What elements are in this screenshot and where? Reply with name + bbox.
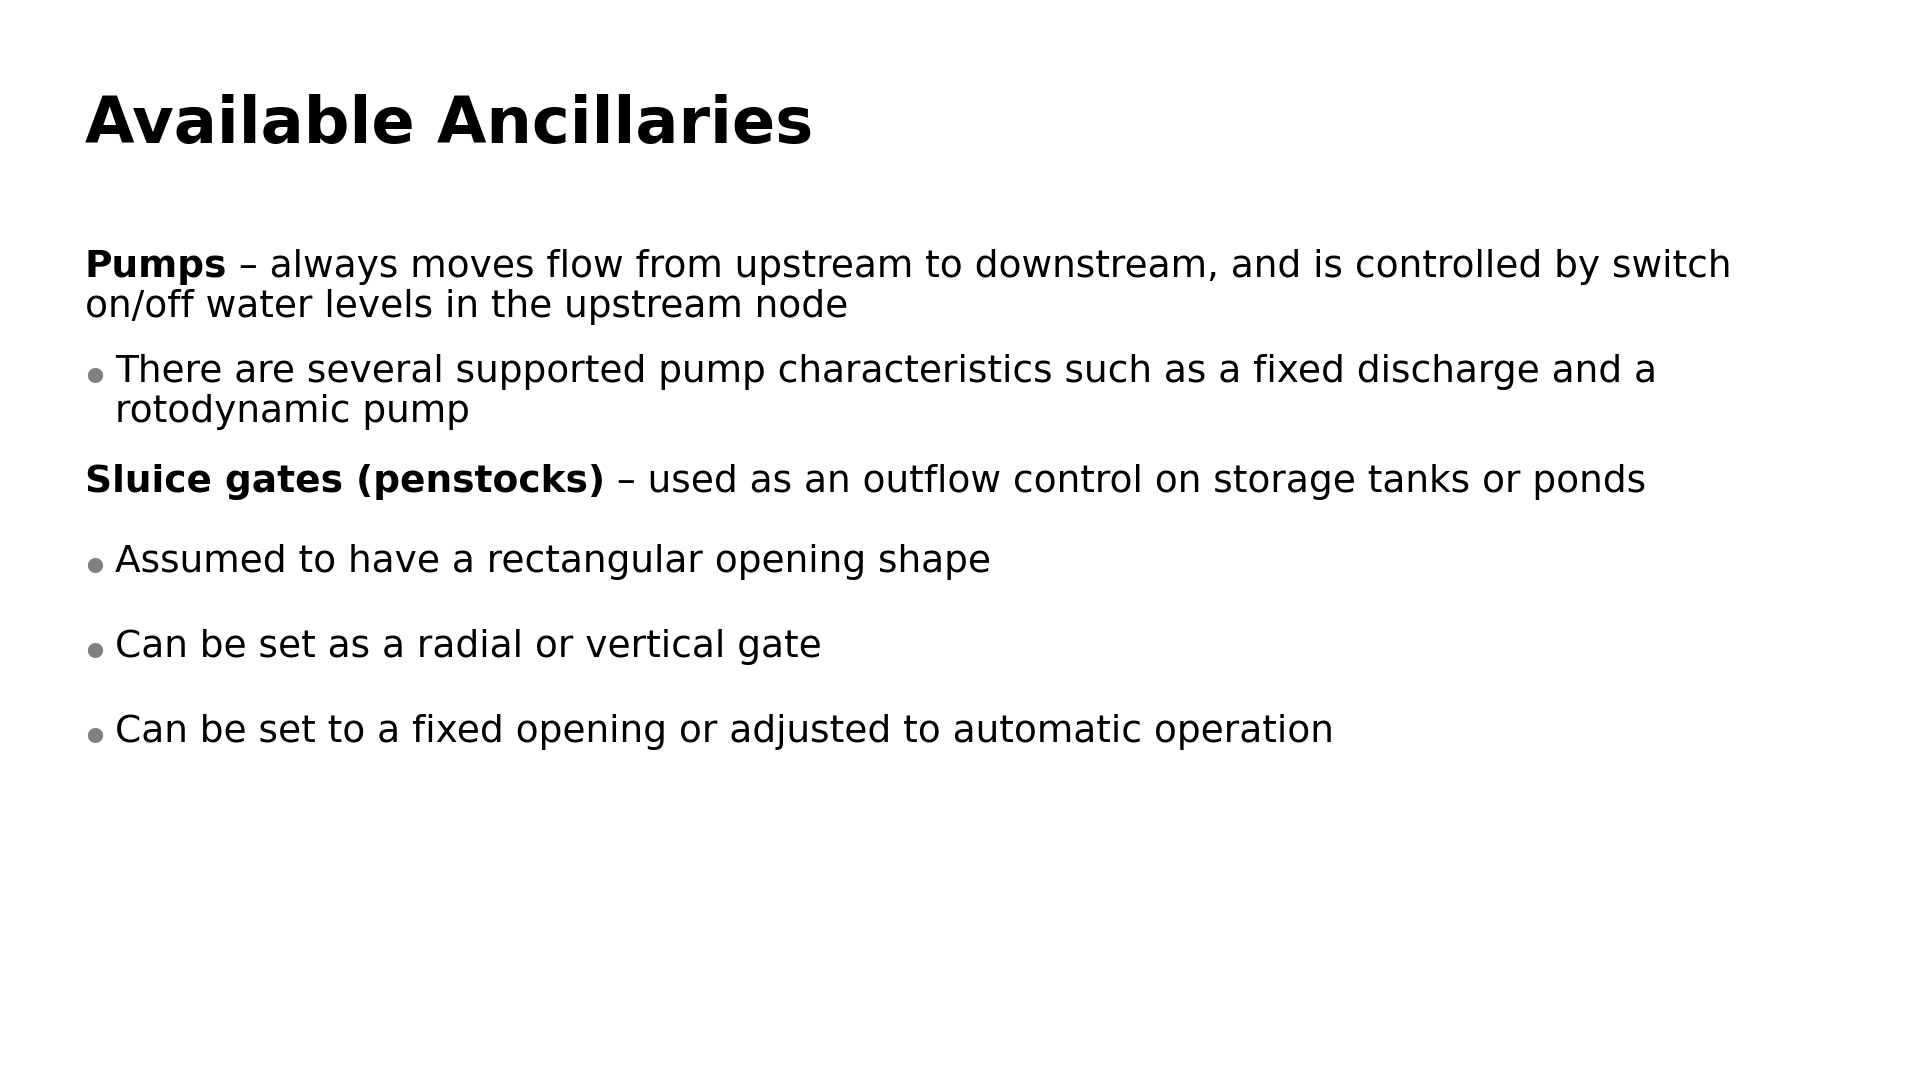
Text: •: • xyxy=(79,714,110,766)
Text: •: • xyxy=(79,629,110,681)
Text: Can be set to a fixed opening or adjusted to automatic operation: Can be set to a fixed opening or adjuste… xyxy=(115,714,1333,750)
Text: – used as an outflow control on storage tanks or ponds: – used as an outflow control on storage … xyxy=(606,464,1646,500)
Text: Assumed to have a rectangular opening shape: Assumed to have a rectangular opening sh… xyxy=(115,544,990,580)
Text: There are several supported pump characteristics such as a fixed discharge and a: There are several supported pump charact… xyxy=(115,354,1656,390)
Text: Available Ancillaries: Available Ancillaries xyxy=(85,94,813,156)
Text: •: • xyxy=(79,354,110,406)
Text: on/off water levels in the upstream node: on/off water levels in the upstream node xyxy=(85,289,848,325)
Text: Pumps: Pumps xyxy=(85,249,227,285)
Text: rotodynamic pump: rotodynamic pump xyxy=(115,393,469,430)
Text: •: • xyxy=(79,544,110,596)
Text: Can be set as a radial or vertical gate: Can be set as a radial or vertical gate xyxy=(115,629,821,664)
Text: Sluice gates (penstocks): Sluice gates (penstocks) xyxy=(85,464,606,500)
Text: – always moves flow from upstream to downstream, and is controlled by switch: – always moves flow from upstream to dow… xyxy=(227,249,1731,285)
